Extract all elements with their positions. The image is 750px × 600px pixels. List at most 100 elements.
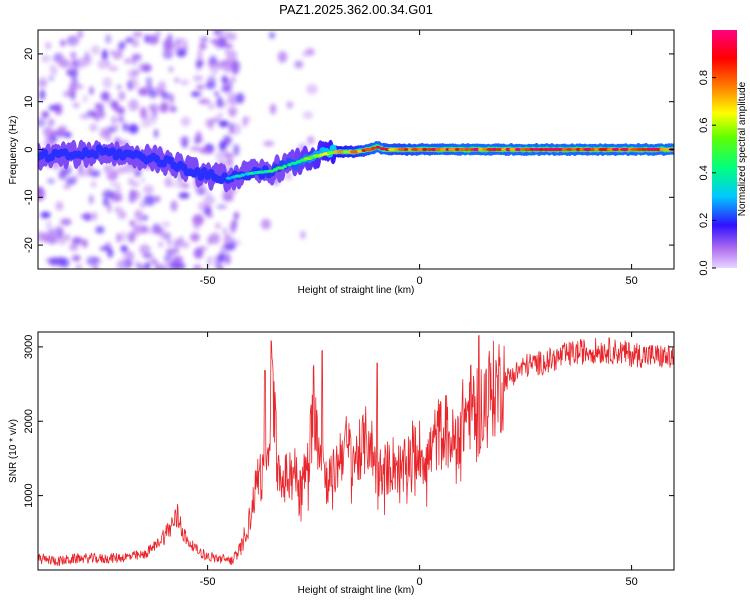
heatmap-noise-blob xyxy=(174,238,179,250)
colorbar-tick-label: 0.4 xyxy=(698,165,710,180)
heatmap-noise-blob xyxy=(71,236,83,245)
heatmap-noise-blob xyxy=(147,88,158,99)
heatmap-ridge-core xyxy=(495,147,503,152)
heatmap-ridge-core xyxy=(478,147,484,152)
heatmap-noise-blob xyxy=(226,32,237,41)
heatmap-ridge-core xyxy=(403,147,409,152)
heatmap-ridge-core xyxy=(464,147,470,152)
heatmap-noise-blob xyxy=(226,159,233,166)
heatmap-ridge-core xyxy=(233,174,243,178)
heatmap-noise-blob xyxy=(215,222,221,230)
heatmap-ridge-band xyxy=(197,172,205,181)
heatmap-noise-blob xyxy=(136,264,149,269)
heatmap-noise-blob xyxy=(107,201,112,213)
heatmap-noise-blob xyxy=(90,180,97,188)
heatmap-noise-blob xyxy=(181,241,190,249)
heatmap-noise-blob xyxy=(270,103,277,115)
heatmap-noise-blob xyxy=(43,126,53,138)
heatmap-noise-blob xyxy=(97,59,108,70)
heatmap-ridge-core xyxy=(357,149,362,153)
heatmap-noise-blob xyxy=(45,220,53,232)
heatmap-noise-blob xyxy=(142,253,154,259)
heatmap-ridge-core xyxy=(469,147,474,152)
y-tick-label: 1000 xyxy=(23,483,35,507)
heatmap-ridge-core xyxy=(282,164,288,168)
heatmap-noise-blob xyxy=(86,256,98,266)
heatmap-noise-blob xyxy=(191,91,199,98)
heatmap-ridge-core xyxy=(295,160,302,164)
heatmap-noise-blob xyxy=(75,264,83,269)
heatmap-noise-blob xyxy=(70,39,79,45)
heatmap-ridge-core xyxy=(333,150,339,154)
heatmap-noise-blob xyxy=(134,172,140,177)
heatmap-noise-blob xyxy=(69,81,80,90)
heatmap-noise-blob xyxy=(178,136,191,144)
heatmap-ridge-core xyxy=(620,147,631,152)
heatmap-noise-blob xyxy=(90,170,101,178)
heatmap-noise-blob xyxy=(227,106,238,116)
heatmap-ridge-core xyxy=(640,147,648,152)
heatmap-noise-blob xyxy=(206,190,212,200)
heatmap-noise-blob xyxy=(41,111,50,119)
heatmap-ridge-core xyxy=(439,147,447,152)
heatmap-ridge-band xyxy=(258,171,266,180)
spectrogram-x-axis-label: Height of straight line (km) xyxy=(298,285,415,296)
heatmap-noise-blob xyxy=(219,140,227,152)
heatmap-noise-blob xyxy=(119,41,126,49)
heatmap-noise-blob xyxy=(214,91,219,97)
heatmap-noise-blob xyxy=(224,234,235,245)
y-tick-label: -20 xyxy=(23,237,35,253)
colorbar-tick-label: 0.6 xyxy=(698,118,710,133)
heatmap-noise-blob xyxy=(105,34,112,44)
heatmap-noise-blob xyxy=(81,238,88,248)
heatmap-noise-blob xyxy=(48,104,60,111)
heatmap-noise-blob xyxy=(171,41,181,52)
heatmap-noise-blob xyxy=(139,244,151,255)
heatmap-noise-blob xyxy=(114,106,123,114)
heatmap-noise-blob xyxy=(141,107,148,120)
heatmap-noise-blob xyxy=(170,200,178,212)
heatmap-noise-blob xyxy=(132,224,142,236)
x-tick-label: -50 xyxy=(200,275,216,287)
heatmap-noise-blob xyxy=(203,196,216,205)
heatmap-ridge-core xyxy=(491,147,498,152)
heatmap-ridge-core xyxy=(375,145,381,149)
heatmap-noise-blob xyxy=(77,84,84,89)
spectrogram-y-ticks: -20 -10 0 10 20 xyxy=(23,48,674,253)
heatmap-noise-blob xyxy=(66,68,78,77)
x-tick-label: 0 xyxy=(417,275,423,287)
y-tick-label: -10 xyxy=(23,189,35,205)
heatmap-ridge-core xyxy=(520,147,526,152)
heatmap-noise-blob xyxy=(192,75,204,82)
heatmap-noise-blob xyxy=(137,216,142,225)
heatmap-noise-blob xyxy=(174,77,180,83)
heatmap-noise-blob xyxy=(269,31,276,39)
x-tick-label: 50 xyxy=(625,576,637,588)
heatmap-noise-blob xyxy=(172,247,180,254)
heatmap-noise-blob xyxy=(95,226,105,234)
heatmap-noise-blob xyxy=(117,115,125,123)
heatmap-ridge-core xyxy=(472,147,480,152)
heatmap-noise-blob xyxy=(84,50,90,62)
heatmap-noise-blob xyxy=(129,220,136,226)
heatmap-noise-blob xyxy=(120,245,128,252)
heatmap-ridge-core xyxy=(611,147,621,152)
x-tick-label: 0 xyxy=(417,576,423,588)
heatmap-noise-blob xyxy=(195,131,202,142)
heatmap-noise-blob xyxy=(193,264,202,269)
heatmap-noise-blob xyxy=(285,171,292,181)
heatmap-noise-blob xyxy=(163,38,173,51)
snr-series-line xyxy=(38,335,674,566)
heatmap-noise-blob xyxy=(302,111,314,119)
heatmap-noise-blob xyxy=(48,257,60,266)
heatmap-noise-blob xyxy=(199,42,207,51)
heatmap-noise-blob xyxy=(138,87,149,96)
heatmap-noise-blob xyxy=(217,112,224,119)
heatmap-ridge-core xyxy=(523,147,531,152)
heatmap-noise-blob xyxy=(102,77,113,89)
heatmap-noise-blob xyxy=(70,91,76,101)
heatmap-noise-blob xyxy=(131,53,142,61)
heatmap-noise-blob xyxy=(124,58,132,64)
heatmap-noise-blob xyxy=(163,255,172,263)
heatmap-noise-blob xyxy=(193,247,204,259)
